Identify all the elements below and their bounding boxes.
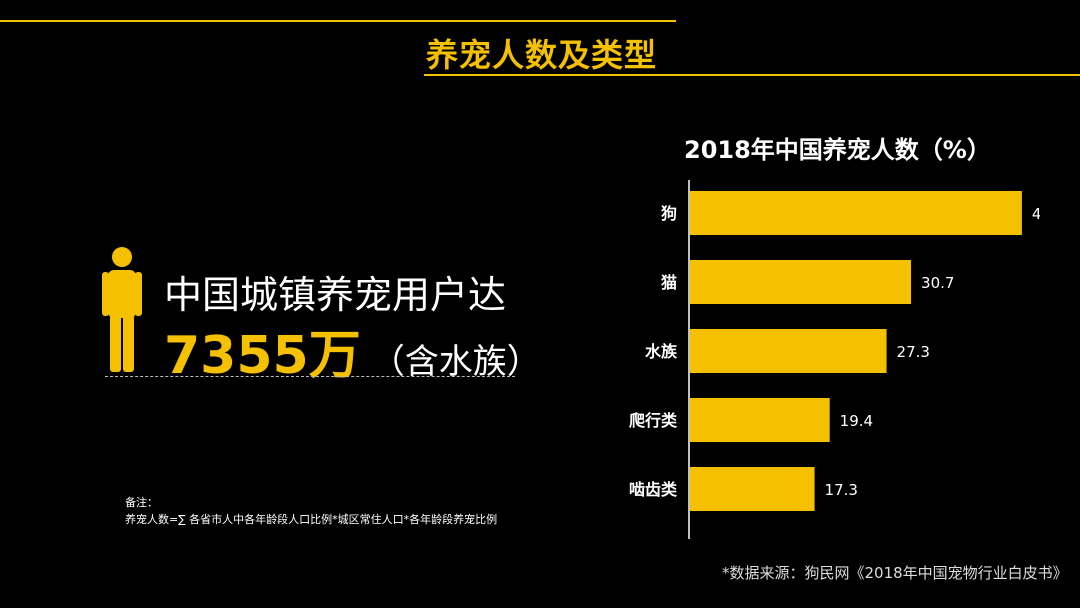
value-label: 30.7 xyxy=(921,274,954,292)
footnote-label: 备注： xyxy=(125,496,158,509)
category-label: 啮齿类 xyxy=(629,480,678,499)
category-label: 狗 xyxy=(661,204,677,223)
value-label: 17.3 xyxy=(825,481,858,499)
stat-unit: 万 xyxy=(308,326,361,386)
footnote-formula: 养宠人数=∑ 各省市人中各年龄段人口比例*城区常住人口*各年龄段养宠比例 xyxy=(125,513,498,526)
bar xyxy=(690,467,815,511)
dashed-divider xyxy=(105,376,515,377)
bar-chart: 狗 46.1 猫 30.7 水族 27.3 爬行类 19.4 啮齿类 17.3 xyxy=(628,180,1040,539)
value-label: 46.1 xyxy=(1032,205,1040,223)
page-title: 养宠人数及类型 xyxy=(426,36,658,74)
category-label: 猫 xyxy=(661,273,677,292)
bar xyxy=(690,191,1022,235)
category-label: 水族 xyxy=(645,342,678,361)
stat-headline: 中国城镇养宠用户达 xyxy=(164,273,507,317)
person-icon xyxy=(102,247,142,372)
stat-number: 7355 xyxy=(164,326,309,386)
bar xyxy=(690,260,912,304)
top-accent-line xyxy=(0,20,676,22)
title-band: 养宠人数及类型 xyxy=(424,28,684,74)
title-underline xyxy=(424,74,1080,76)
category-label: 爬行类 xyxy=(628,411,678,430)
footnote: 备注： 养宠人数=∑ 各省市人中各年龄段人口比例*城区常住人口*各年龄段养宠比例 xyxy=(125,494,497,528)
stat-note: （含水族） xyxy=(370,342,541,382)
chart-title: 2018年中国养宠人数（%） xyxy=(684,136,991,164)
bar xyxy=(690,398,830,442)
value-label: 27.3 xyxy=(897,343,930,361)
data-source: *数据来源：狗民网《2018年中国宠物行业白皮书》 xyxy=(722,564,1068,582)
bar xyxy=(690,329,887,373)
value-label: 19.4 xyxy=(840,412,873,430)
